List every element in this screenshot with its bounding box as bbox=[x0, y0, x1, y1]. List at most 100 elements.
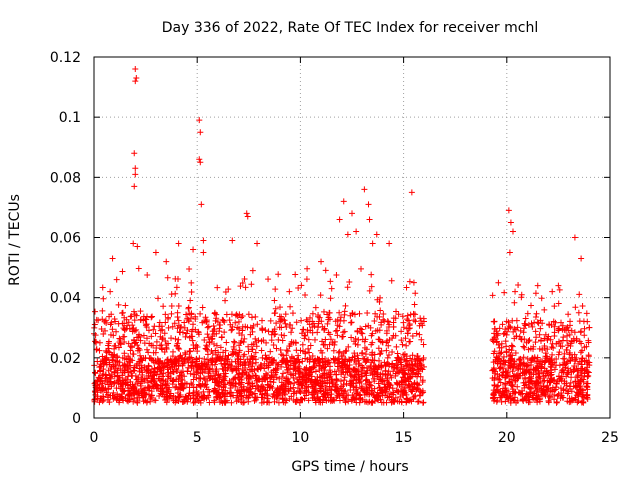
data-point bbox=[275, 271, 282, 278]
data-point bbox=[317, 359, 324, 366]
data-point bbox=[509, 383, 516, 390]
data-point bbox=[278, 383, 285, 390]
data-point bbox=[501, 330, 508, 337]
data-point bbox=[204, 351, 211, 358]
data-point bbox=[377, 350, 384, 357]
data-point bbox=[270, 376, 277, 383]
data-point bbox=[585, 352, 592, 359]
data-point bbox=[500, 357, 507, 364]
data-point bbox=[239, 327, 246, 334]
data-point bbox=[296, 388, 303, 395]
data-point bbox=[156, 319, 163, 326]
data-point bbox=[573, 337, 580, 344]
data-point bbox=[312, 389, 319, 396]
data-point bbox=[505, 365, 512, 372]
data-point bbox=[304, 327, 311, 334]
data-point bbox=[184, 327, 191, 334]
data-point bbox=[362, 389, 369, 396]
data-point bbox=[252, 394, 259, 401]
data-point bbox=[326, 367, 333, 374]
data-point bbox=[575, 390, 582, 397]
data-point bbox=[245, 372, 252, 379]
data-point bbox=[580, 387, 587, 394]
data-point bbox=[303, 387, 310, 394]
data-point bbox=[578, 358, 585, 365]
data-point bbox=[299, 341, 306, 348]
data-point bbox=[567, 379, 574, 386]
data-point bbox=[564, 342, 571, 349]
data-point bbox=[522, 315, 529, 322]
data-point bbox=[513, 333, 520, 340]
data-point bbox=[121, 368, 128, 375]
data-point bbox=[560, 394, 567, 401]
data-point bbox=[320, 370, 327, 377]
data-point bbox=[188, 363, 195, 370]
data-point bbox=[229, 237, 236, 244]
data-point bbox=[137, 316, 144, 323]
data-point bbox=[97, 367, 104, 374]
data-point bbox=[197, 366, 204, 373]
data-point bbox=[315, 380, 322, 387]
data-point bbox=[176, 329, 183, 336]
data-point bbox=[278, 313, 285, 320]
data-point bbox=[544, 377, 551, 384]
data-point bbox=[331, 368, 338, 375]
data-point bbox=[495, 279, 502, 286]
data-point bbox=[200, 249, 207, 256]
data-point bbox=[209, 335, 216, 342]
data-point bbox=[361, 344, 368, 351]
data-point bbox=[419, 399, 426, 406]
data-point bbox=[277, 347, 284, 354]
data-point bbox=[545, 358, 552, 365]
data-point bbox=[91, 398, 98, 405]
data-point bbox=[158, 378, 165, 385]
data-point bbox=[538, 364, 545, 371]
data-point bbox=[515, 281, 522, 288]
data-point bbox=[349, 310, 356, 317]
data-point bbox=[568, 388, 575, 395]
data-point bbox=[560, 355, 567, 362]
data-point bbox=[130, 364, 137, 371]
data-point bbox=[192, 316, 199, 323]
data-point bbox=[358, 372, 365, 379]
data-point bbox=[523, 368, 530, 375]
data-point bbox=[228, 389, 235, 396]
data-point bbox=[164, 315, 171, 322]
data-point bbox=[581, 332, 588, 339]
data-point bbox=[187, 395, 194, 402]
data-point bbox=[341, 311, 348, 318]
data-point bbox=[145, 362, 152, 369]
data-point bbox=[577, 349, 584, 356]
data-point bbox=[575, 371, 582, 378]
data-point bbox=[342, 395, 349, 402]
data-point bbox=[220, 376, 227, 383]
y-tick-label: 0.12 bbox=[50, 50, 81, 66]
data-point bbox=[302, 355, 309, 362]
data-point bbox=[384, 375, 391, 382]
data-point bbox=[493, 339, 500, 346]
data-point bbox=[134, 397, 141, 404]
data-point bbox=[405, 317, 412, 324]
data-point bbox=[174, 276, 181, 283]
data-point bbox=[347, 372, 354, 379]
data-point bbox=[342, 302, 349, 309]
data-point bbox=[168, 303, 175, 310]
data-point bbox=[311, 384, 318, 391]
data-point bbox=[117, 340, 124, 347]
data-point bbox=[94, 358, 101, 365]
data-point bbox=[349, 210, 355, 217]
data-point bbox=[242, 284, 249, 291]
data-point bbox=[563, 382, 570, 389]
data-point bbox=[583, 391, 590, 398]
data-point bbox=[312, 397, 319, 404]
data-point bbox=[571, 234, 578, 241]
data-point bbox=[159, 336, 166, 343]
data-point bbox=[153, 338, 160, 345]
data-point bbox=[232, 350, 239, 357]
data-point bbox=[323, 397, 330, 404]
data-point bbox=[205, 334, 212, 341]
data-point bbox=[206, 399, 213, 406]
data-point bbox=[111, 368, 118, 375]
data-point bbox=[229, 326, 236, 333]
data-point bbox=[130, 384, 137, 391]
